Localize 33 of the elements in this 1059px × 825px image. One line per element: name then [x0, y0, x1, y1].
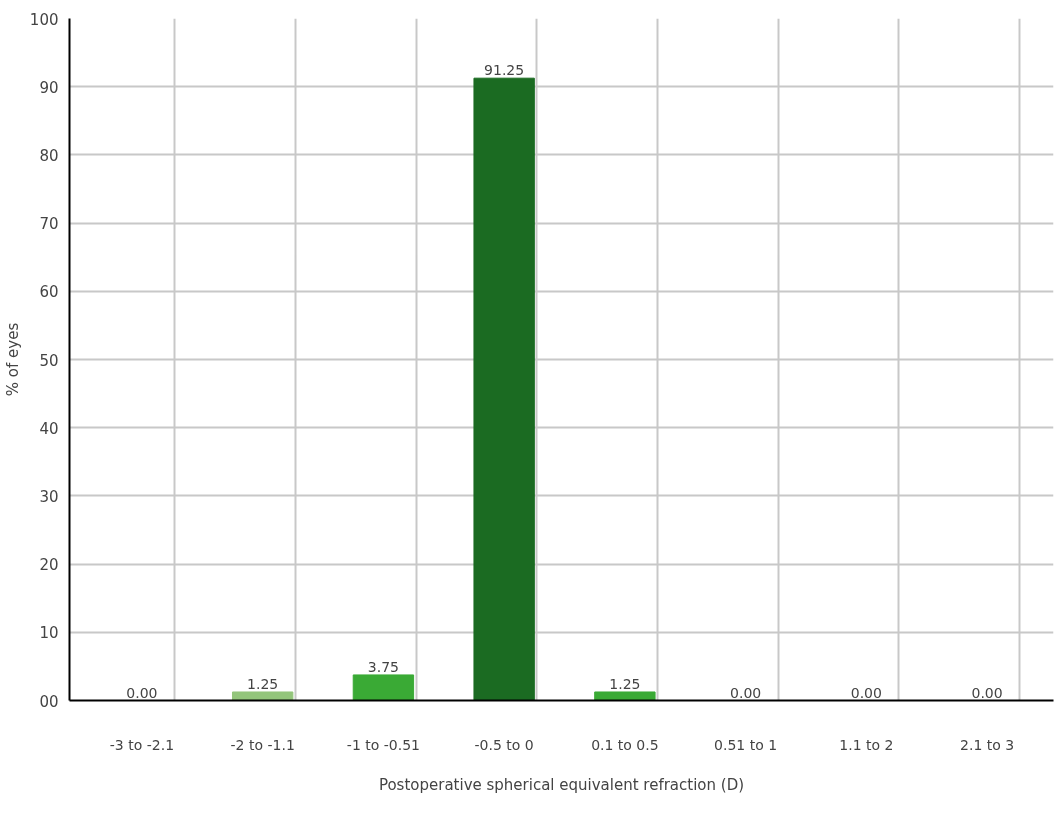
x-tick-label: 0.1 to 0.5: [591, 736, 659, 753]
x-tick-label: -0.5 to 0: [474, 736, 534, 753]
x-tick-label: 1.1 to 2: [839, 736, 894, 753]
bar: [594, 691, 656, 701]
bar: [352, 674, 415, 701]
data-label: 91.25: [484, 62, 525, 79]
data-label: 0.00: [971, 684, 1003, 701]
data-label: 0.00: [730, 684, 762, 701]
x-tick-label: -2 to -1.1: [230, 736, 295, 753]
y-tick-label: 50: [39, 351, 59, 370]
data-label: 0.00: [850, 684, 882, 701]
y-tick-label: 70: [39, 215, 59, 234]
y-tick-label: 40: [39, 419, 59, 438]
data-label: 3.75: [367, 658, 399, 675]
y-tick-label: 20: [39, 556, 59, 575]
x-tick-label: -3 to -2.1: [109, 736, 175, 753]
bar: [231, 691, 294, 701]
x-axis-title: Postoperative spherical equivalent refraction (D): [378, 775, 745, 794]
y-tick-label: 10: [39, 624, 59, 643]
y-tick-label: 80: [39, 146, 59, 165]
data-label: 1.25: [609, 675, 641, 692]
y-tick-label: 60: [39, 283, 59, 302]
x-tick-label: 0.51 to 1: [714, 736, 778, 753]
y-tick-label: 00: [39, 692, 59, 711]
y-axis-title: % of eyes: [3, 322, 22, 397]
x-tick-label: 2.1 to 3: [960, 736, 1015, 753]
y-tick-label: 30: [39, 487, 59, 506]
data-label: 0.00: [126, 684, 158, 701]
bar: [473, 77, 535, 701]
x-tick-label: -1 to -0.51: [346, 736, 420, 753]
data-label: 1.25: [247, 675, 279, 692]
y-tick-label: 100: [29, 10, 59, 29]
y-tick-label: 90: [39, 78, 59, 97]
